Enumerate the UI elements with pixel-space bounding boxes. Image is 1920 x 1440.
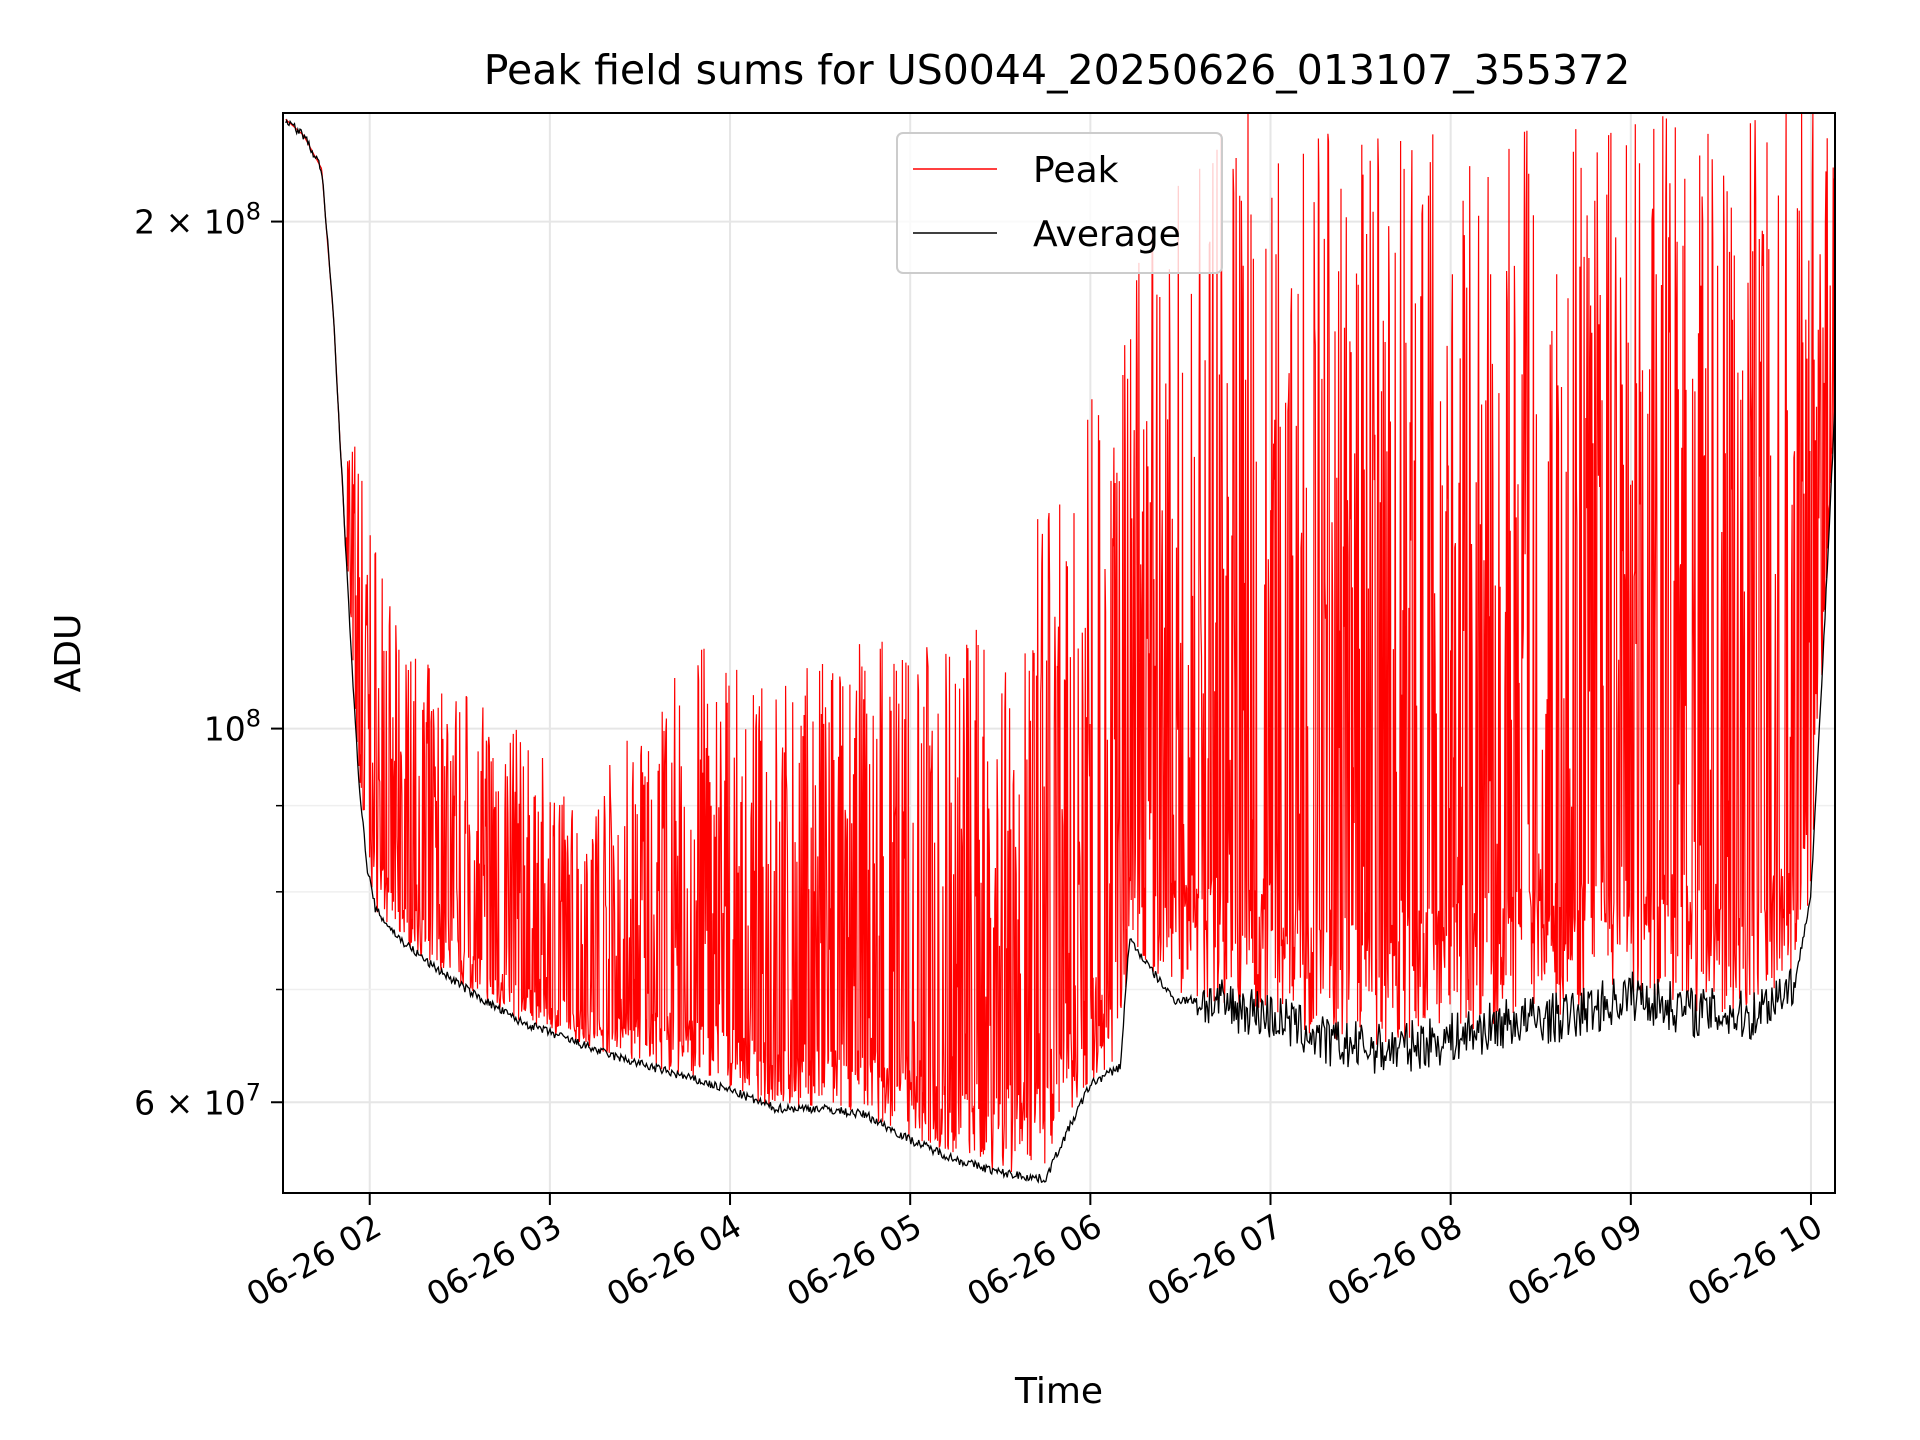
chart-title: Peak field sums for US0044_20250626_0131…	[484, 46, 1631, 94]
data-layer	[285, 113, 1835, 1184]
series-peak-line	[285, 113, 1835, 1173]
legend-label-average: Average	[1033, 214, 1181, 255]
legend-label-peak: Peak	[1033, 150, 1119, 191]
y-axis-label: ADU	[48, 614, 89, 693]
y-tick-label: 6 × 107	[134, 1078, 261, 1122]
series-average-line	[285, 118, 1835, 1184]
y-tick-label: 2 × 108	[134, 198, 261, 242]
y-tick-label: 108	[204, 705, 261, 749]
x-axis-label: Time	[1014, 1371, 1103, 1412]
legend: Peak Average	[896, 132, 1223, 274]
legend-box	[896, 132, 1223, 274]
plot-frame	[282, 112, 1836, 1194]
